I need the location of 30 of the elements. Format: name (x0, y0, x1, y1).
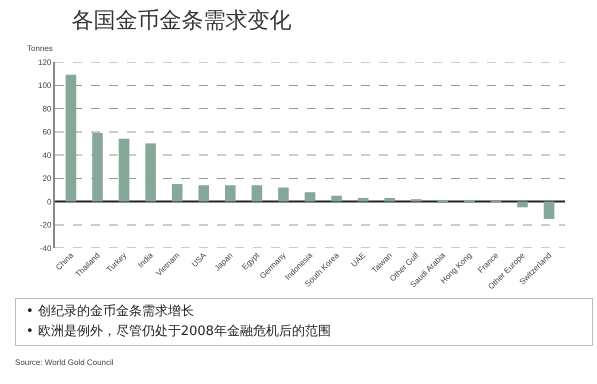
bar (118, 138, 130, 202)
y-tick-label: 20 (42, 174, 52, 184)
bar (544, 202, 554, 219)
bar (66, 74, 76, 202)
y-tick-label: 80 (42, 104, 52, 114)
y-axis-title: Tonnes (27, 44, 53, 53)
y-tick-label: 60 (42, 128, 52, 137)
bar (92, 132, 103, 202)
bar (517, 202, 528, 208)
y-tick-label: -40 (40, 244, 52, 253)
bar (145, 143, 156, 202)
bar (304, 192, 316, 202)
bar (278, 188, 289, 202)
y-tick-label: 0 (46, 197, 52, 206)
y-tick-label: 100 (38, 81, 52, 90)
y-tick-label: -20 (40, 220, 52, 230)
bar (358, 198, 368, 202)
bar (225, 185, 236, 202)
y-tick-label: 120 (38, 58, 52, 67)
chart-title: 各国金币金条需求变化 (72, 8, 292, 34)
y-tick-label: 40 (42, 150, 52, 160)
x-tick-label: USA (190, 250, 208, 269)
source-note: Source: World Gold Council (15, 358, 114, 367)
text: • 欧洲是例外，尽管仍处于2008年金融危机后的范围 (26, 323, 332, 341)
bar (198, 185, 210, 202)
bar (172, 184, 182, 202)
bar (331, 196, 342, 202)
bar (384, 198, 395, 202)
bar (252, 185, 262, 202)
text: • 创纪录的金币金条需求增长 (26, 303, 195, 321)
